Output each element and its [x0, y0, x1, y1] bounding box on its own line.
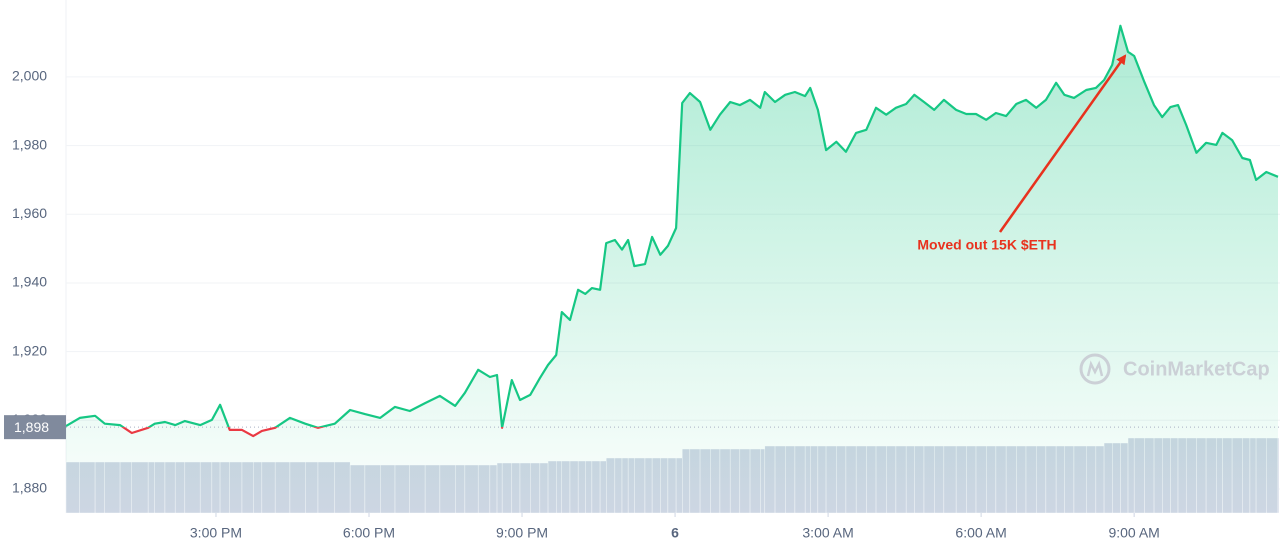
- axes: 1,8801,9001,9201,9401,9601,9802,0003:00 …: [4, 68, 1160, 541]
- x-tick-label: 6:00 AM: [955, 525, 1006, 541]
- watermark-logo: [1086, 360, 1104, 377]
- x-tick-label: 3:00 PM: [190, 525, 242, 541]
- annotation-arrow: [998, 54, 1127, 233]
- watermark-text: CoinMarketCap: [1123, 358, 1270, 380]
- y-tick-label: 1,880: [12, 480, 47, 496]
- y-tick-label: 1,960: [12, 205, 47, 221]
- y-tick-label: 1,940: [12, 274, 47, 290]
- y-tick-label: 1,920: [12, 342, 47, 358]
- annotation-text: Moved out 15K $ETH: [917, 237, 1056, 253]
- y-tick-label: 2,000: [12, 68, 47, 84]
- watermark: CoinMarketCap: [1079, 353, 1270, 385]
- x-tick-label: 9:00 PM: [496, 525, 548, 541]
- x-tick-label: 9:00 AM: [1108, 525, 1159, 541]
- x-tick-label: 3:00 AM: [802, 525, 853, 541]
- x-tick-label: 6: [671, 525, 679, 541]
- y-tick-label: 1,980: [12, 136, 47, 152]
- area: [66, 25, 1278, 514]
- watermark-logo: [1079, 353, 1111, 385]
- plot: Moved out 15K $ETH: [65, 24, 1280, 514]
- x-tick-label: 6:00 PM: [343, 525, 395, 541]
- volume-bar: [1277, 437, 1280, 514]
- reference-label-box: [4, 415, 66, 440]
- price-line: [65, 24, 1279, 428]
- reference-label: 1,898: [14, 419, 49, 435]
